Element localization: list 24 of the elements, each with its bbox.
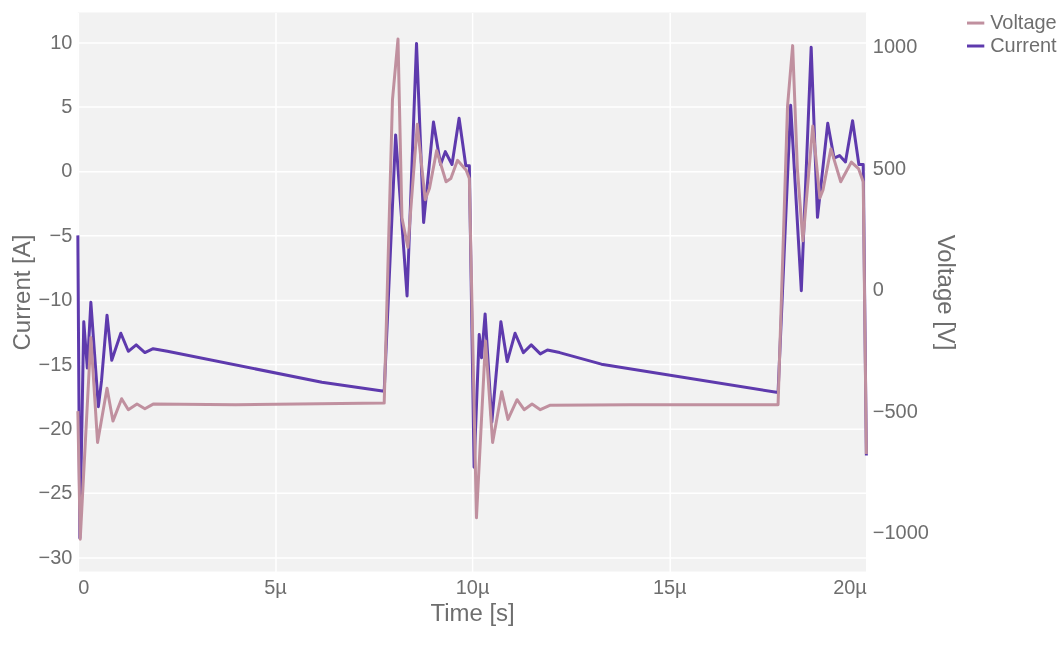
y-tick-label: 5 [61,95,73,118]
y2-tick-label: −500 [872,399,918,422]
y2-axis-title: Voltage [V] [932,234,960,351]
y-axis-title: Current [A] [7,234,35,351]
y2-tick-label: 500 [872,156,907,179]
x-tick-label: 10µ [455,575,490,598]
legend-label: Current [990,34,1058,56]
y-tick-label: −5 [49,223,73,246]
y2-tick-label: −1000 [872,521,929,544]
y-tick-label: −15 [38,352,73,375]
x-tick-label: 0 [78,575,90,598]
legend-label: Voltage [990,11,1057,34]
y-tick-label: 0 [61,159,73,182]
x-tick-label: 15µ [652,575,688,598]
x-tick-label: 5µ [264,575,288,598]
y2-tick-label: 0 [872,278,884,301]
y-tick-label: −10 [38,288,73,311]
y-tick-label: 10 [50,30,73,53]
y2-tick-label: 1000 [872,35,918,58]
y-tick-label: −20 [38,417,73,440]
x-tick-label: 20µ [833,575,868,598]
x-axis-title: Time [s] [430,598,515,626]
y-tick-label: −25 [38,481,73,504]
y-tick-label: −30 [38,545,73,568]
